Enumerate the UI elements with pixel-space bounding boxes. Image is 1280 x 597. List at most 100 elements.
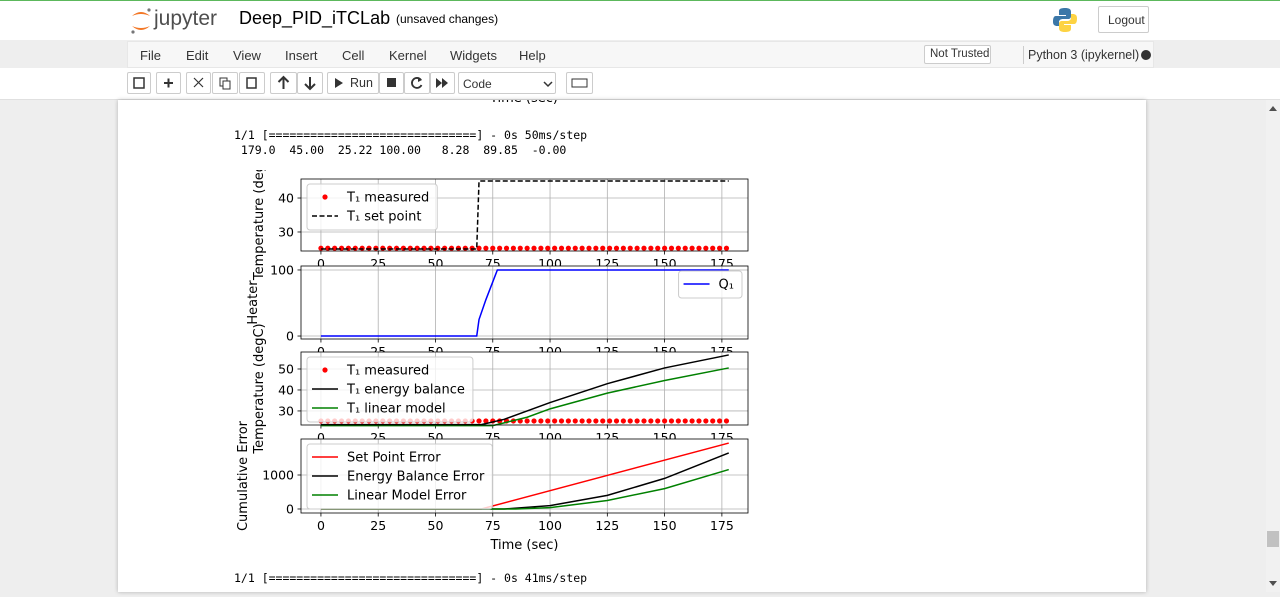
scrollbar[interactable] xyxy=(1266,100,1280,592)
menu-item[interactable]: Insert xyxy=(285,48,318,63)
python-logo xyxy=(1053,8,1077,32)
paste-button[interactable] xyxy=(239,72,265,94)
data-point xyxy=(558,245,565,251)
subplots: 0 25 50 75 100 125 150 175 30 40 Temperature (degC… xyxy=(236,150,749,553)
data-point xyxy=(476,245,482,251)
data-point xyxy=(675,245,681,251)
legend-frame xyxy=(678,270,743,299)
run-button[interactable]: Run xyxy=(327,72,379,94)
menu-item[interactable]: Help xyxy=(519,48,546,63)
x-tick-label: 0 xyxy=(317,430,325,445)
legend: Q₁ xyxy=(678,270,743,299)
x-tick-label: 125 xyxy=(595,518,619,533)
data-point xyxy=(600,418,606,424)
data-point xyxy=(703,418,709,424)
data-point xyxy=(483,418,489,424)
legend-frame xyxy=(306,443,493,510)
menu-item[interactable]: Cell xyxy=(342,48,365,63)
previous-x-axis-label: Time (sec) xyxy=(489,100,558,106)
data-point xyxy=(593,418,599,424)
logout-label: Logout xyxy=(1108,13,1145,27)
y-tick-label: 50 xyxy=(278,361,294,376)
save-status: (unsaved changes) xyxy=(396,12,499,26)
menu-item[interactable]: Edit xyxy=(186,48,209,63)
legend-label: T₁ measured xyxy=(346,191,429,206)
data-point xyxy=(483,245,489,251)
command-palette-button[interactable] xyxy=(566,72,593,94)
y-tick-label: 0 xyxy=(286,329,294,344)
trust-indicator[interactable]: Not Trusted xyxy=(924,45,991,64)
data-point xyxy=(497,245,503,251)
legend: T₁ measured T₁ set point xyxy=(306,183,438,231)
data-point xyxy=(586,245,592,251)
axes-background xyxy=(301,266,748,339)
data-point xyxy=(716,418,723,424)
series-line xyxy=(320,367,729,427)
y-tick-label: 1000 xyxy=(262,467,294,482)
copy-button[interactable] xyxy=(212,72,238,94)
menu-item[interactable]: View xyxy=(233,48,261,63)
notebook-name[interactable]: Deep_PID_iTCLab xyxy=(239,8,391,28)
menu-item[interactable]: File xyxy=(140,48,161,63)
y-tick-label: 40 xyxy=(278,191,294,206)
data-point xyxy=(607,418,613,424)
save-button[interactable] xyxy=(127,72,151,94)
axes-frame xyxy=(300,351,749,426)
series-line xyxy=(320,180,729,250)
x-tick-label: 100 xyxy=(538,518,562,533)
data-point xyxy=(600,245,606,251)
cut-button[interactable] xyxy=(186,72,211,94)
data-point xyxy=(572,245,578,251)
jupyter-logo-icon xyxy=(131,8,151,34)
x-tick-label: 0 xyxy=(317,256,325,271)
data-point xyxy=(696,418,702,424)
logo-text[interactable]: jupyter xyxy=(154,7,218,30)
restart-run-button[interactable] xyxy=(430,72,455,94)
data-point xyxy=(593,245,599,251)
menu-item[interactable]: Widgets xyxy=(450,48,497,63)
menubar: File Edit View Insert Cell Kernel Widget… xyxy=(127,41,1154,68)
data-point xyxy=(648,245,654,251)
data-point xyxy=(627,245,633,251)
x-tick-label: 50 xyxy=(428,518,444,533)
data-point xyxy=(613,245,620,251)
interrupt-button[interactable] xyxy=(379,72,404,94)
move-down-button[interactable] xyxy=(297,72,323,94)
legend-label: T₁ energy balance xyxy=(346,383,465,398)
data-point xyxy=(524,418,530,424)
y-tick-label: 30 xyxy=(278,403,294,418)
insert-button[interactable] xyxy=(156,72,181,94)
legend-label: Set Point Error xyxy=(347,451,441,466)
data-point xyxy=(490,245,496,251)
menu-item[interactable]: Kernel xyxy=(389,48,427,63)
data-point xyxy=(545,245,551,251)
data-point xyxy=(552,245,558,251)
data-point xyxy=(668,418,675,424)
x-tick-label: 25 xyxy=(370,518,386,533)
output-line: 1/1 [==============================] - 0… xyxy=(234,571,588,585)
y-axis-label: Heater xyxy=(246,280,261,325)
legend-label: T₁ measured xyxy=(346,364,429,379)
data-point xyxy=(572,418,578,424)
x-tick-label: 0 xyxy=(317,518,325,533)
y-axis-label: Temperature (degC) xyxy=(252,150,267,281)
data-point xyxy=(662,418,668,424)
restart-button[interactable] xyxy=(404,72,430,94)
x-tick-label: 150 xyxy=(653,518,677,533)
legend-marker xyxy=(322,194,328,200)
data-point xyxy=(524,245,530,251)
data-point xyxy=(710,418,716,424)
y-axis-label: Temperature (degC) xyxy=(252,323,267,454)
y-tick-label: 40 xyxy=(278,382,294,397)
data-point xyxy=(538,418,544,424)
move-up-button[interactable] xyxy=(270,72,297,94)
data-point xyxy=(545,418,551,424)
run-label: Run xyxy=(350,76,373,90)
logout-button[interactable]: Logout xyxy=(1098,6,1149,33)
cell-type-select[interactable]: Code xyxy=(458,72,556,94)
data-point xyxy=(565,245,571,251)
output-line: 1/1 [==============================] - 0… xyxy=(234,128,588,142)
data-point xyxy=(579,245,585,251)
